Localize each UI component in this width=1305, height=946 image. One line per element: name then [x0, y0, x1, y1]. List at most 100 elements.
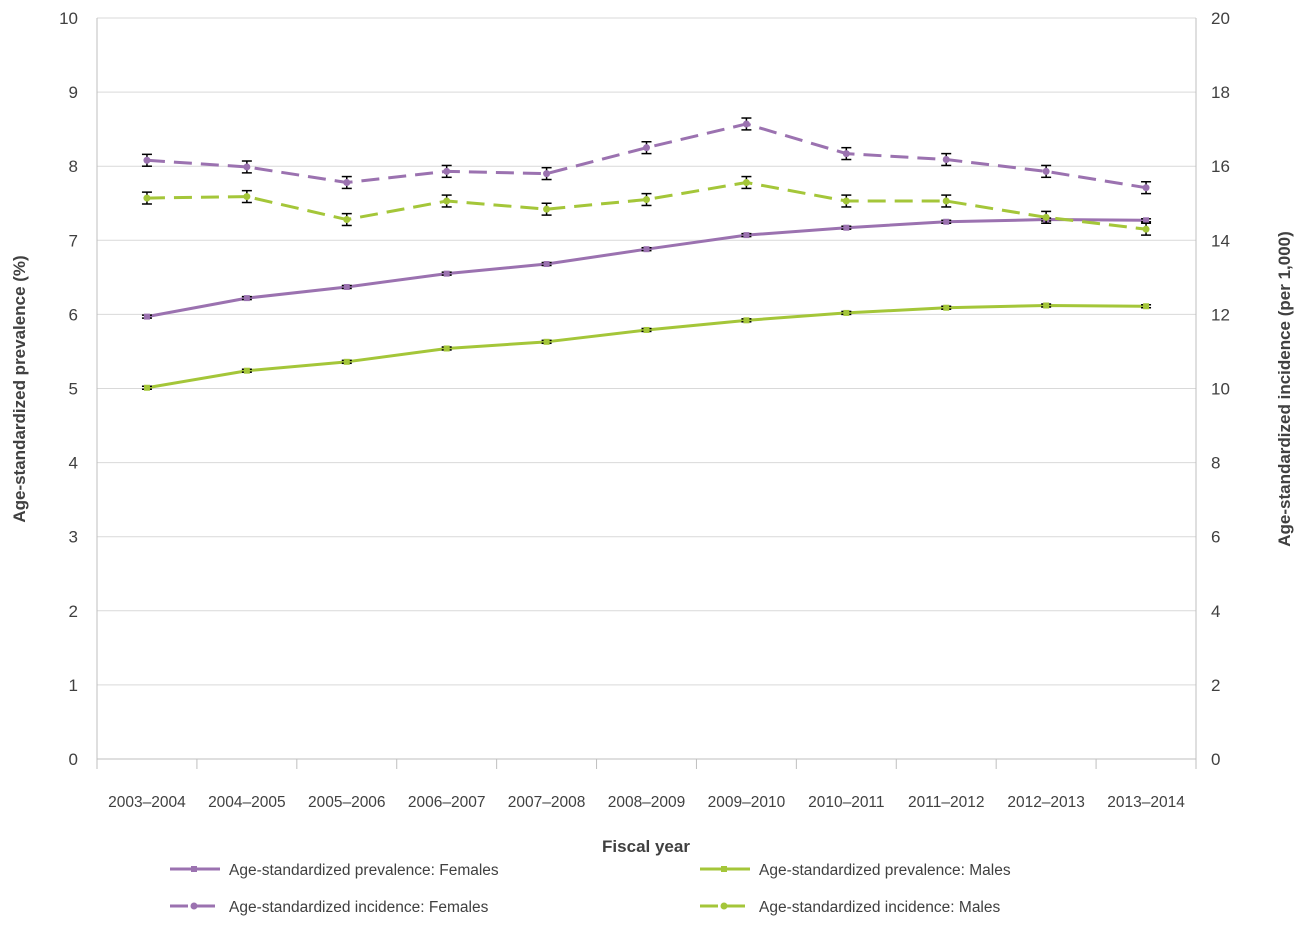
- data-point: [343, 283, 350, 290]
- x-tick-label: 2008–2009: [608, 794, 686, 811]
- x-tick-label: 2009–2010: [708, 794, 786, 811]
- data-point: [543, 205, 551, 213]
- data-point: [543, 261, 550, 268]
- data-point: [243, 367, 250, 374]
- data-point: [942, 156, 950, 164]
- data-point: [843, 309, 850, 316]
- right-y-tick-label: 2: [1211, 676, 1220, 695]
- x-tick-label: 2006–2007: [408, 794, 486, 811]
- data-point: [1043, 302, 1050, 309]
- data-point: [1042, 213, 1050, 221]
- left-y-tick-label: 3: [69, 528, 78, 547]
- right-y-tick-label: 8: [1211, 454, 1220, 473]
- data-point: [143, 194, 151, 202]
- left-y-tick-labels: 0 1 2 3 4 5 6 7 8 9 10: [59, 9, 78, 769]
- data-point: [743, 232, 750, 239]
- legend-swatch-marker: [721, 866, 727, 872]
- data-point: [1042, 167, 1050, 175]
- legend-label: Age-standardized incidence: Males: [759, 899, 1000, 916]
- legend-label: Age-standardized incidence: Females: [229, 899, 489, 916]
- series-group: [141, 117, 1152, 391]
- left-y-tick-label: 10: [59, 9, 78, 28]
- right-y-tick-label: 4: [1211, 602, 1220, 621]
- right-y-tick-label: 6: [1211, 528, 1220, 547]
- data-point: [743, 317, 750, 324]
- data-point: [1142, 225, 1150, 233]
- left-y-tick-label: 5: [69, 380, 78, 399]
- x-tick-label: 2011–2012: [908, 794, 984, 811]
- series-line: [146, 304, 1147, 390]
- x-tick-label: 2010–2011: [808, 794, 884, 811]
- data-point: [443, 197, 451, 205]
- data-point: [243, 193, 251, 201]
- left-y-tick-label: 6: [69, 305, 78, 324]
- legend-swatch-marker: [720, 902, 728, 910]
- left-y-tick-label: 2: [69, 602, 78, 621]
- data-point: [943, 218, 950, 225]
- series-1: [141, 302, 1152, 391]
- right-y-tick-label: 16: [1211, 157, 1230, 176]
- data-point: [842, 197, 850, 205]
- series-line: [146, 122, 1147, 190]
- data-point: [942, 197, 950, 205]
- legend-item: Age-standardized prevalence: Females: [170, 862, 499, 879]
- gridlines: [97, 17, 1196, 686]
- data-point: [842, 150, 850, 158]
- axes: [96, 18, 1197, 769]
- left-y-tick-label: 9: [69, 83, 78, 102]
- right-y-tick-label: 18: [1211, 83, 1230, 102]
- data-point: [643, 326, 650, 333]
- x-tick-label: 2012–2013: [1007, 794, 1085, 811]
- x-tick-label: 2007–2008: [508, 794, 586, 811]
- data-point: [1143, 217, 1150, 224]
- x-tick-label: 2005–2006: [308, 794, 386, 811]
- data-point: [243, 163, 251, 171]
- data-point: [243, 295, 250, 302]
- series-0: [141, 216, 1152, 320]
- left-y-tick-label: 0: [69, 750, 78, 769]
- data-point: [843, 224, 850, 231]
- data-point: [943, 304, 950, 311]
- series-3: [141, 175, 1152, 236]
- legend-label: Age-standardized prevalence: Females: [229, 862, 499, 879]
- series-2: [141, 117, 1152, 195]
- left-y-tick-label: 1: [69, 676, 78, 695]
- data-point: [543, 170, 551, 178]
- data-point: [143, 156, 151, 164]
- series-line: [146, 181, 1147, 231]
- right-y-tick-label: 14: [1211, 231, 1230, 250]
- data-point: [643, 144, 650, 152]
- left-y-tick-label: 8: [69, 157, 78, 176]
- right-y-tick-label: 0: [1211, 750, 1220, 769]
- x-tick-label: 2004–2005: [208, 794, 286, 811]
- data-point: [143, 384, 150, 391]
- data-point: [343, 216, 351, 224]
- left-y-tick-label: 7: [69, 231, 78, 250]
- right-y-axis-title: Age-standardized incidence (per 1,000): [1275, 231, 1294, 547]
- x-tick-label: 2003–2004: [108, 794, 186, 811]
- legend-label: Age-standardized prevalence: Males: [759, 862, 1011, 879]
- data-point: [443, 345, 450, 352]
- data-point: [443, 167, 451, 175]
- data-point: [742, 120, 750, 128]
- legend-swatch-marker: [191, 866, 197, 872]
- legend-item: Age-standardized incidence: Females: [170, 899, 489, 916]
- legend-item: Age-standardized prevalence: Males: [700, 862, 1011, 879]
- data-point: [343, 358, 350, 365]
- right-y-tick-labels: 0 2 4 6 8 10 12 14 16 18 20: [1211, 9, 1230, 769]
- data-point: [643, 196, 650, 204]
- right-y-tick-label: 20: [1211, 9, 1230, 28]
- data-point: [343, 179, 351, 187]
- data-point: [643, 246, 650, 253]
- series-line: [146, 218, 1147, 319]
- data-point: [543, 338, 550, 345]
- x-tick-label: 2013–2014: [1107, 794, 1185, 811]
- data-point: [1143, 303, 1150, 310]
- x-tick-labels: 2003–2004 2004–2005 2005–2006 2006–2007 2007…: [108, 794, 1185, 811]
- data-point: [1142, 184, 1150, 192]
- left-y-tick-label: 4: [69, 454, 78, 473]
- legend: Age-standardized prevalence: Females Age-…: [170, 862, 1011, 916]
- x-axis-title: Fiscal year: [602, 837, 690, 856]
- right-y-tick-label: 10: [1211, 380, 1230, 399]
